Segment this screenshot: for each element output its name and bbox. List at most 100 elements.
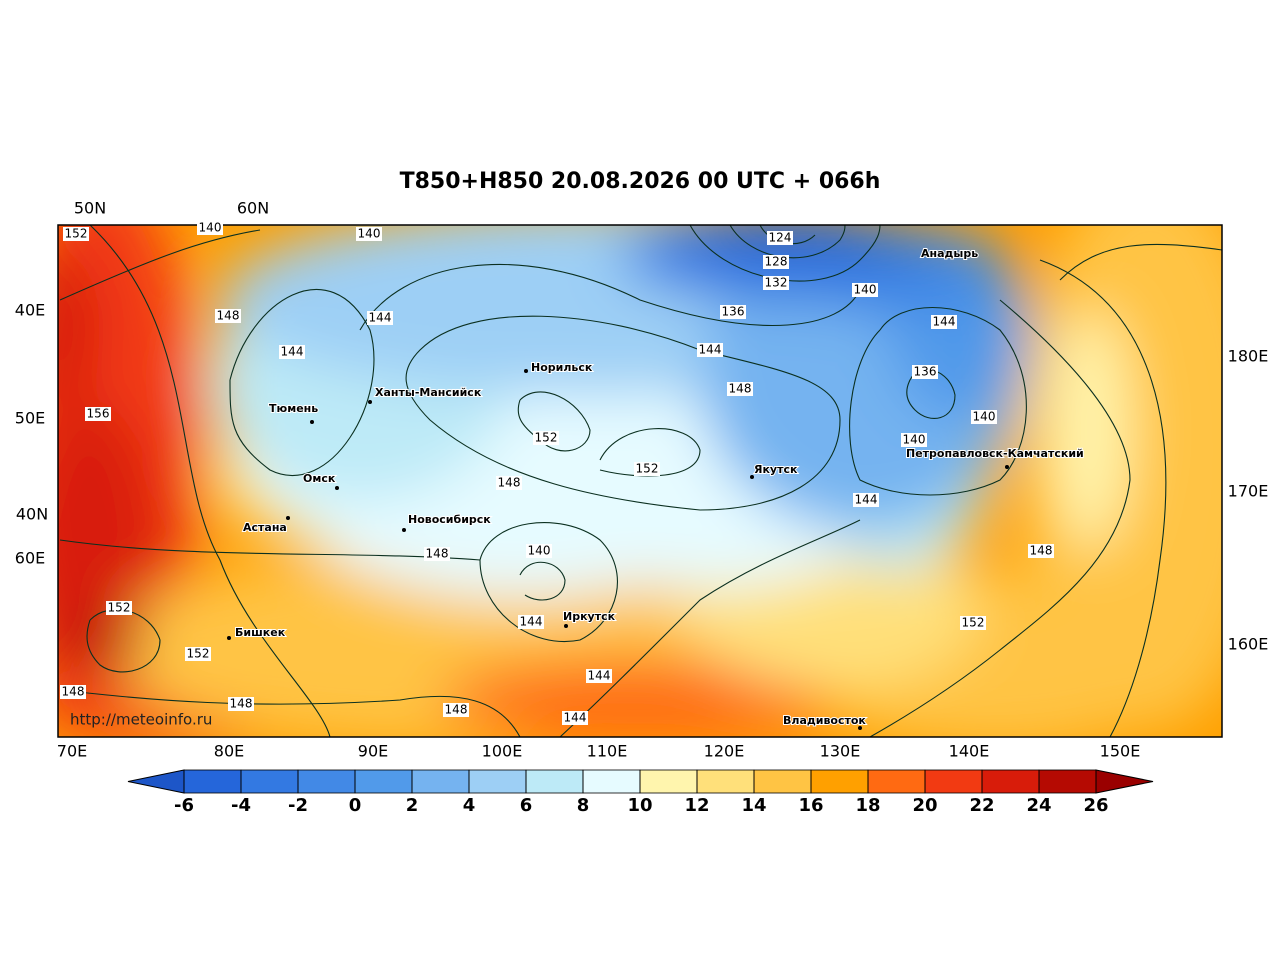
city-label: Ханты-Мансийск (375, 386, 482, 399)
contour-label: 140 (528, 544, 551, 558)
colorbar-box (924, 769, 983, 794)
colorbar-tick-label: 4 (463, 795, 476, 816)
colorbar-box (639, 769, 698, 794)
colorbar-box (696, 769, 755, 794)
colorbar-box (867, 769, 926, 794)
city-dot (564, 624, 568, 628)
grid-label: 100E (482, 742, 523, 761)
contours (59, 225, 1222, 737)
city-dot (227, 636, 231, 640)
field-blob (75, 610, 145, 670)
colorbar-tick-label: 10 (627, 795, 652, 816)
contour-label: 140 (199, 221, 222, 235)
contour-label-bg (228, 697, 254, 711)
contour-label-bg (356, 227, 382, 241)
contour-label: 136 (722, 305, 745, 319)
city-dot (310, 420, 314, 424)
grid-label: 160E (1228, 635, 1269, 654)
grid-label: 80E (214, 742, 244, 761)
contour-label-bg (60, 685, 86, 699)
colorbar-box (582, 769, 641, 794)
labels: 50N 60N 40E 50E 40N 60E 180E 170E 160E 70E 80E 90E 1… (15, 199, 1269, 761)
contour-label-bg (562, 711, 588, 725)
city-label: Владивосток (783, 714, 866, 727)
contour-label-bg (720, 305, 746, 319)
colorbar-box (753, 769, 812, 794)
city-dot (368, 400, 372, 404)
contour-label: 156 (87, 407, 110, 421)
contour-label-bg (496, 476, 522, 490)
contour-label-bg (727, 382, 753, 396)
contour-label: 144 (699, 343, 722, 357)
colorbar: -6 -4 -2 0 2 4 6 8 10 12 14 16 18 20 22 24 26 (127, 769, 1154, 816)
map-frame (57, 224, 1223, 738)
colorbar-tick-label: -4 (231, 795, 251, 816)
field-blob (1050, 310, 1130, 550)
contour-label-bg (1028, 544, 1054, 558)
grid-label: 50E (15, 409, 45, 428)
contour-label-bg (586, 669, 612, 683)
grid-label: 140E (949, 742, 990, 761)
city-label: Новосибирск (408, 513, 491, 526)
contour-label: 148 (426, 547, 449, 561)
colorbar-tick-label: 2 (406, 795, 419, 816)
contour-label-bg (197, 221, 223, 235)
grid-label: 110E (587, 742, 628, 761)
colorbar-tick-label: 8 (577, 795, 590, 816)
colorbar-box (183, 769, 242, 794)
contour-label-bg (763, 255, 789, 269)
colorbar-box (297, 769, 356, 794)
grid-label: 180E (1228, 347, 1269, 366)
city-dot (1005, 465, 1009, 469)
temperature-field (58, 225, 1222, 737)
colorbar-tick-label: 22 (969, 795, 994, 816)
contour-label-bg (853, 493, 879, 507)
contour-label-bg (852, 283, 878, 297)
city-label: Петропавловск-Камчатский (906, 447, 1084, 460)
field-blob (58, 250, 100, 410)
contour-label-bg (215, 309, 241, 323)
city-label: Омск (303, 472, 336, 485)
grid-label: 170E (1228, 482, 1269, 501)
contour-label: 144 (933, 315, 956, 329)
contour-label-bg (85, 407, 111, 421)
city-dot (524, 369, 528, 373)
contour-label-bg (960, 616, 986, 630)
contour-label: 144 (588, 669, 611, 683)
colorbar-box (468, 769, 527, 794)
city-dot (858, 726, 862, 730)
colorbar-tick-label: 24 (1026, 795, 1051, 816)
contour-label: 152 (535, 431, 558, 445)
contour-label-bg (971, 410, 997, 424)
colorbar-tick-label: 18 (855, 795, 880, 816)
contour-label-bg (912, 365, 938, 379)
colorbar-box (1038, 769, 1097, 794)
contour-label: 144 (281, 345, 304, 359)
contour-label: 144 (520, 615, 543, 629)
contour-label-bg (367, 311, 393, 325)
field-blobs (58, 225, 1222, 737)
contour-label: 152 (962, 616, 985, 630)
colorbar-tick-label: 12 (684, 795, 709, 816)
city-label: Бишкек (235, 626, 286, 639)
contour-label: 148 (1030, 544, 1053, 558)
contour-label-bg (634, 462, 660, 476)
city-dot (750, 475, 754, 479)
grid-label: 40N (16, 505, 48, 524)
grid-label: 50N (74, 199, 106, 218)
contour-label: 140 (358, 227, 381, 241)
contour-label: 128 (765, 255, 788, 269)
city-label: Тюмень (269, 402, 318, 415)
city-label: Норильск (531, 361, 593, 374)
city-label: Якутск (754, 463, 798, 476)
contour-label: 144 (855, 493, 878, 507)
contour-label: 148 (62, 685, 85, 699)
city-label: Анадырь (921, 247, 978, 260)
contour-label: 148 (230, 697, 253, 711)
grid-label: 150E (1100, 742, 1141, 761)
grid-label: 120E (704, 742, 745, 761)
contour-label-bg (533, 431, 559, 445)
contour-label: 144 (564, 711, 587, 725)
colorbar-box (240, 769, 299, 794)
contour-label: 132 (765, 276, 788, 290)
